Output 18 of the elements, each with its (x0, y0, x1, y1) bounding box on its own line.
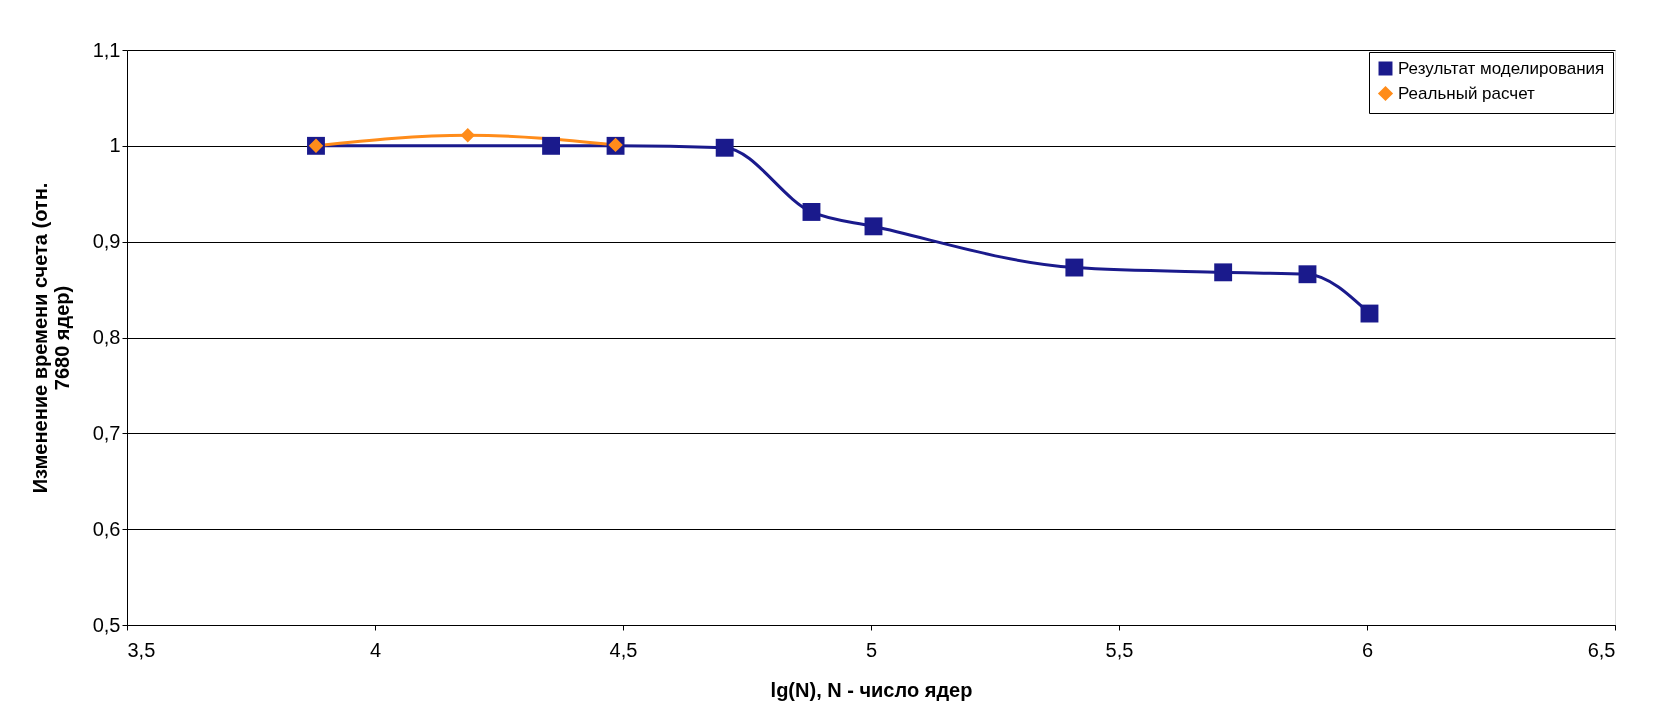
y-tick-label: 0,8 (92, 326, 121, 348)
y-tick-label: 1 (109, 134, 121, 157)
legend-label: Результат моделирования (1398, 58, 1605, 78)
x-axis-title: lg(N), N - число ядер (770, 678, 973, 701)
y-tick-label: 0,5 (92, 613, 121, 636)
y-axis-title: Изменение времени счета (отн. 7680 ядер) (28, 182, 73, 494)
x-tick-label: 4 (369, 638, 382, 661)
x-tick-label: 5,5 (1105, 638, 1134, 661)
y-tick-label: 1,1 (92, 38, 121, 61)
x-tick-label: 3,5 (127, 638, 156, 661)
x-tick-label: 6,5 (1587, 638, 1616, 661)
legend-label: Реальный расчет (1398, 83, 1536, 103)
y-tick-label: 0,6 (92, 517, 121, 540)
x-tick-label: 4,5 (609, 638, 638, 661)
x-tick-label: 6 (1361, 638, 1374, 661)
y-tick-label: 0,7 (92, 421, 121, 444)
y-tick-label: 0,9 (92, 230, 121, 253)
x-tick-label: 5 (865, 638, 878, 661)
